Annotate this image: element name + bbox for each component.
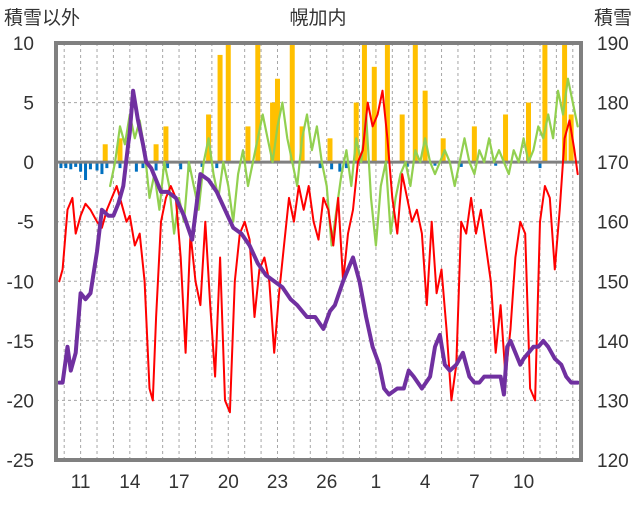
chart-title: 幌加内	[289, 7, 346, 29]
left-y-tick-label: 10	[13, 34, 34, 55]
orange-bar	[245, 126, 251, 163]
blue-bar	[141, 162, 145, 169]
orange-bar	[163, 126, 169, 163]
x-tick-label: 11	[71, 472, 91, 493]
x-tick-label: 10	[513, 472, 534, 493]
left-y-tick-label: -20	[7, 391, 34, 412]
snow_depth-series-line	[57, 88, 580, 397]
x-tick-label: 17	[168, 472, 189, 493]
blue-bar	[105, 162, 109, 169]
blue-bar	[69, 162, 73, 170]
x-tick-label: 20	[218, 472, 239, 493]
left-y-tick-label: -25	[7, 451, 34, 472]
orange-bar	[526, 102, 531, 163]
right-y-tick-label: 160	[597, 213, 629, 234]
blue-bar	[215, 162, 219, 169]
orange-bar	[503, 114, 509, 163]
left-y-tick-label: -15	[7, 332, 34, 353]
right-axis-label: 積雪	[594, 7, 632, 29]
orange-bar	[327, 138, 333, 163]
left-y-tick-label: 0	[23, 153, 34, 174]
blue-bar	[59, 162, 63, 169]
blue-bar	[118, 162, 122, 169]
orange-bar	[422, 90, 428, 163]
right-y-tick-label: 180	[597, 94, 629, 115]
orange-bar	[384, 43, 390, 163]
orange-bar	[399, 114, 405, 163]
right-y-tick-label: 120	[597, 451, 629, 472]
x-tick-label: 7	[469, 472, 480, 493]
plot-frame	[54, 41, 583, 462]
orange-bar	[153, 144, 159, 163]
orange-bar	[361, 43, 367, 163]
blue-bar	[166, 162, 170, 169]
blue-bar	[433, 162, 437, 166]
x-tick-label: 14	[119, 472, 141, 493]
right-y-tick-label: 140	[597, 332, 629, 353]
axis-labels-layer: 10 5 0 -5 -10 -15 -20 -25 190 180 170 160 150 140 130 1…	[7, 34, 629, 493]
blue-bar	[344, 162, 348, 169]
left-axis-label: 積雪以外	[4, 7, 80, 29]
right-y-tick-label: 130	[597, 391, 629, 412]
orange-bar	[542, 43, 548, 163]
blue-bar	[154, 162, 158, 171]
blue-bar	[88, 162, 92, 170]
series-layer	[57, 77, 580, 414]
orange-bar	[471, 126, 477, 163]
blue-bar	[200, 162, 204, 167]
blue-bar	[95, 162, 99, 171]
blue-bar	[134, 162, 138, 172]
orange-bar	[102, 144, 108, 163]
orange-bar	[117, 138, 123, 163]
green-series-line	[108, 77, 579, 247]
left-y-tick-label: 5	[23, 94, 34, 115]
blue-bar	[79, 162, 83, 172]
orange-bar	[289, 43, 295, 163]
blue-bar	[74, 162, 78, 167]
orange-bar	[255, 43, 261, 163]
right-y-tick-label: 150	[597, 272, 629, 293]
blue-bar	[338, 162, 342, 172]
orange-bar	[371, 66, 377, 163]
orange-bar	[353, 102, 359, 163]
blue-bar	[318, 162, 322, 169]
right-y-tick-label: 170	[597, 153, 629, 174]
plot-background	[56, 43, 581, 460]
blue-bar	[100, 162, 104, 175]
right-y-tick-label: 190	[597, 34, 629, 55]
x-tick-label: 23	[267, 472, 288, 493]
blue-bar	[84, 162, 88, 181]
orange-bar	[568, 114, 574, 163]
blue-bar	[330, 162, 334, 170]
blue-bar	[494, 162, 498, 166]
left-y-tick-label: -10	[7, 272, 34, 293]
red-series-line	[58, 89, 579, 414]
x-tick-label: 4	[420, 472, 431, 493]
plot-background-group	[56, 43, 581, 460]
orange-bar	[270, 102, 276, 163]
blue-bar	[179, 162, 183, 170]
blue-bar	[64, 162, 68, 169]
orange-bar	[217, 54, 223, 163]
x-tick-label: 26	[316, 472, 337, 493]
x-tick-label: 1	[371, 472, 382, 493]
blue-bar	[459, 162, 463, 167]
orange-bar	[440, 138, 446, 163]
blue-bar	[538, 162, 542, 169]
orange-bar	[274, 78, 280, 163]
left-y-tick-label: -5	[17, 213, 34, 234]
orange-bar	[225, 43, 231, 163]
orange-bar	[412, 43, 418, 163]
